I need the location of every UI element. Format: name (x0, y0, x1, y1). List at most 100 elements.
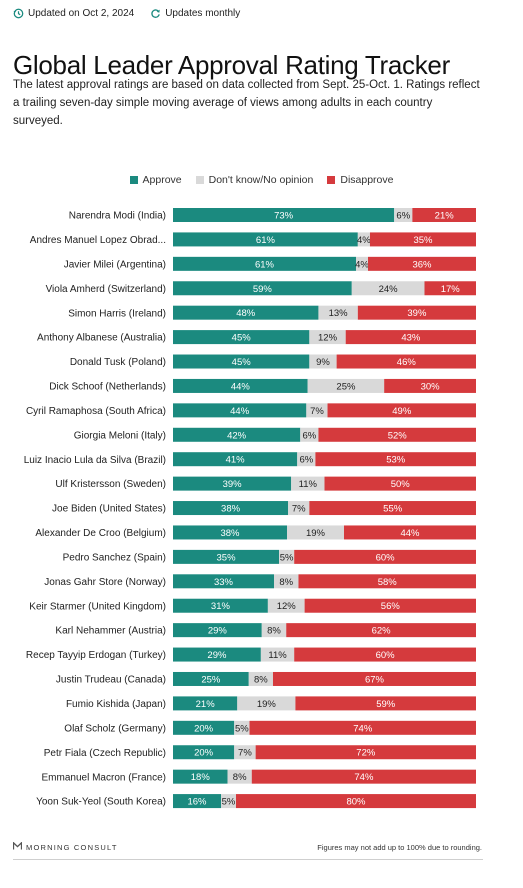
data-label-no-opinion: 13% (329, 308, 349, 319)
bar-segment-disapprove (318, 427, 476, 442)
category-label: Petr Fiala (Czech Republic) (44, 748, 166, 759)
legend-item-approve: Approve (129, 174, 182, 186)
bar-segment-no-opinion (356, 256, 368, 271)
legend-label-disapprove: Disapprove (340, 174, 394, 186)
category-label: Olaf Scholz (Germany) (64, 723, 166, 734)
legend-swatch-disapprove (327, 176, 336, 184)
bar-segment-no-opinion (234, 745, 256, 760)
bar-segment-approve (173, 256, 356, 271)
data-label-approve: 20% (194, 748, 214, 759)
data-label-no-opinion: 4% (355, 259, 369, 270)
bar-segment-approve (173, 549, 280, 564)
data-label-no-opinion: 8% (254, 674, 268, 685)
chart-row: Yoon Suk-Yeol (South Korea) 16% 5% 80% (36, 794, 476, 809)
refresh-icon (150, 8, 161, 19)
data-label-approve: 33% (214, 577, 234, 588)
data-label-disapprove: 43% (401, 333, 421, 344)
category-label: Simon Harris (Ireland) (68, 308, 166, 319)
data-label-no-opinion: 8% (279, 577, 293, 588)
category-label: Recep Tayyip Erdogan (Turkey) (26, 650, 166, 661)
data-label-no-opinion: 19% (306, 528, 326, 539)
data-label-disapprove: 60% (376, 650, 396, 661)
legend-item-disapprove: Disapprove (327, 174, 393, 186)
category-label: Javier Milei (Argentina) (64, 259, 166, 270)
category-label: Cyril Ramaphosa (South Africa) (26, 406, 166, 417)
category-label: Dick Schoof (Netherlands) (49, 382, 166, 393)
bar-segment-disapprove (251, 769, 476, 784)
bar-segment-approve (173, 745, 235, 760)
data-label-approve: 29% (207, 650, 227, 661)
data-label-no-opinion: 11% (268, 650, 287, 661)
data-label-no-opinion: 5% (235, 723, 249, 734)
category-label: Luiz Inacio Lula da Silva (Brazil) (24, 455, 166, 466)
bar-segment-no-opinion (237, 696, 296, 711)
footer-divider (13, 859, 483, 860)
bar-segment-approve (173, 330, 310, 345)
chart-row: Olaf Scholz (Germany) 20% 5% 74% (64, 720, 476, 735)
data-label-no-opinion: 25% (336, 381, 356, 392)
data-label-approve: 35% (217, 552, 237, 563)
chart-row: Narendra Modi (India) 73% 6% 21% (69, 208, 476, 222)
bar-segment-disapprove (344, 525, 476, 540)
chart-row: Petr Fiala (Czech Republic) 20% 7% 72% (44, 745, 476, 760)
chart-row: Fumio Kishida (Japan) 21% 19% 59% (66, 696, 476, 711)
updated-date: Updated on Oct 2, 2024 (28, 8, 135, 19)
data-label-disapprove: 39% (407, 308, 427, 319)
data-label-approve: 44% (231, 381, 251, 392)
bar-segment-approve (173, 501, 289, 516)
category-label: Yoon Suk-Yeol (South Korea) (36, 797, 166, 808)
category-label: Andres Manuel Lopez Obrad... (30, 235, 166, 246)
category-label: Justin Trudeau (Canada) (56, 675, 166, 686)
bar-segment-no-opinion (291, 476, 325, 491)
bar-segment-approve (173, 623, 262, 638)
chart-row: Emmanuel Macron (France) 18% 8% 74% (42, 769, 476, 784)
category-label: Emmanuel Macron (France) (42, 772, 166, 783)
bar-segment-approve (173, 769, 228, 784)
data-label-disapprove: 67% (365, 674, 385, 685)
bar-segment-disapprove (295, 696, 476, 711)
data-label-disapprove: 50% (391, 479, 411, 490)
chart-row: Cyril Ramaphosa (South Africa) 44% 7% 49% (26, 403, 476, 418)
bar-segment-disapprove (357, 305, 476, 320)
data-label-approve: 44% (230, 406, 250, 417)
legend-item-no-opinion: Don't know/No opinion (195, 174, 314, 186)
category-label: Viola Amherd (Switzerland) (46, 284, 166, 295)
bar-segment-no-opinion (300, 427, 319, 442)
data-label-disapprove: 17% (441, 284, 461, 295)
data-label-no-opinion: 4% (357, 235, 371, 246)
data-label-approve: 31% (211, 601, 231, 612)
data-label-approve: 61% (256, 235, 276, 246)
bar-segment-approve (173, 574, 274, 589)
data-label-no-opinion: 7% (310, 406, 324, 417)
chart-row: Pedro Sanchez (Spain) 35% 5% 60% (63, 549, 476, 564)
chart-row: Andres Manuel Lopez Obrad... 61% 4% 35% (30, 232, 476, 247)
meta-row: Updated on Oct 2, 2024 Updates monthly (13, 8, 240, 19)
bar-segment-no-opinion (261, 623, 287, 638)
bar-segment-disapprove (368, 256, 476, 271)
chart-row: Anthony Albanese (Australia) 45% 12% 43% (37, 330, 476, 345)
bar-segment-disapprove (327, 403, 476, 418)
data-label-no-opinion: 19% (257, 699, 277, 710)
data-label-no-opinion: 7% (238, 748, 252, 759)
bar-segment-no-opinion (288, 501, 310, 516)
bar-segment-disapprove (412, 208, 476, 222)
chart-row: Ulf Kristersson (Sweden) 39% 11% 50% (55, 476, 476, 491)
data-label-no-opinion: 8% (267, 626, 281, 637)
bar-segment-approve (173, 696, 238, 711)
bar-segment-disapprove (294, 549, 476, 564)
data-label-disapprove: 21% (435, 211, 455, 222)
data-label-no-opinion: 11% (299, 479, 318, 490)
legend-label-no-opinion: Don't know/No opinion (208, 174, 314, 186)
chart-row: Simon Harris (Ireland) 48% 13% 39% (68, 305, 476, 320)
data-label-disapprove: 62% (372, 626, 392, 637)
data-label-no-opinion: 9% (316, 357, 330, 368)
bar-segment-no-opinion (267, 598, 305, 613)
data-label-approve: 42% (227, 430, 247, 441)
data-label-disapprove: 53% (386, 455, 406, 466)
bar-segment-no-opinion (309, 330, 346, 345)
brand-mark-icon (12, 841, 23, 852)
chart-row: Joe Biden (United States) 38% 7% 55% (52, 501, 476, 516)
bar-segment-no-opinion (351, 281, 425, 296)
legend-label-approve: Approve (142, 174, 182, 186)
chart-row: Recep Tayyip Erdogan (Turkey) 29% 11% 60% (26, 647, 476, 662)
